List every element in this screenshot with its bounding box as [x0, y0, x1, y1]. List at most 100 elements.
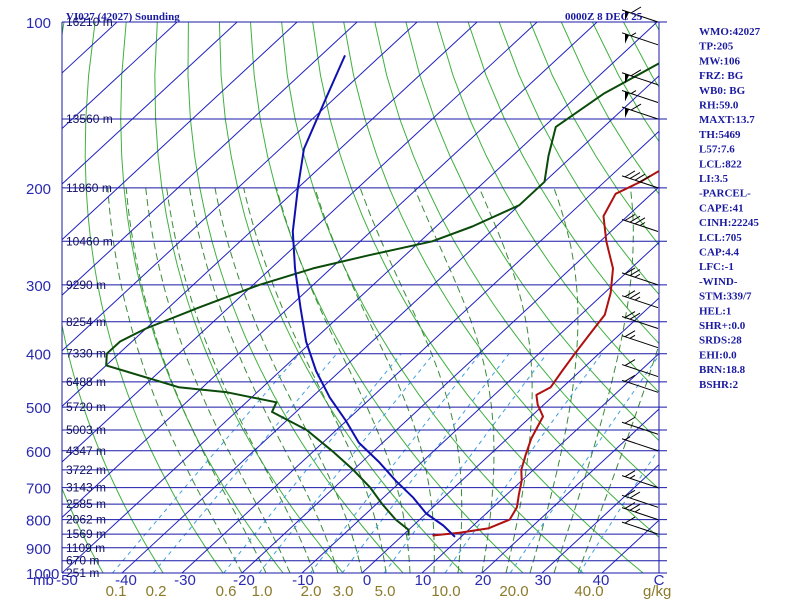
stat-line: RH:59.0 [699, 100, 739, 112]
temperature-tick-label: 40 [593, 572, 610, 589]
wind-barb-feather [624, 516, 636, 524]
wind-barb-feather [624, 489, 636, 497]
wind-barb [621, 6, 659, 23]
wind-barb [621, 170, 659, 189]
wind-barb [621, 489, 659, 508]
wind-barb [621, 374, 659, 393]
wind-barb-feather [629, 269, 641, 276]
wind-barb-feather [630, 6, 642, 14]
isotherm [62, 22, 298, 241]
wind-barb-staff [621, 475, 659, 489]
isobars [61, 21, 667, 574]
temperature-tick-label: -20 [233, 572, 255, 589]
moist-adiabat [413, 187, 495, 573]
chart-title: VI027 (42027) Sounding [66, 11, 180, 23]
wind-barb-staff [621, 507, 659, 521]
wind-barb-feather [629, 291, 641, 299]
height-label: 3722 m [66, 463, 106, 477]
mixing-ratio-label: 0.6 [216, 583, 237, 600]
wind-barb-staff [621, 9, 659, 23]
isotherm [62, 22, 178, 130]
wind-barb [621, 416, 659, 435]
dry-adiabat [312, 22, 644, 573]
wind-barb-feather [624, 470, 636, 478]
wind-barb-feather [624, 330, 636, 338]
pressure-tick-label: 1000 [26, 566, 59, 583]
dry-adiabat [591, 22, 659, 143]
height-label: 2062 m [66, 513, 106, 527]
moist-adiabat [553, 187, 634, 573]
height-label: 670 m [66, 554, 99, 568]
height-label: 7330 m [66, 347, 106, 361]
stat-line: TP:205 [699, 41, 734, 53]
wind-barb-feather [624, 170, 636, 178]
height-labels: 16210 m 13560 m 11860 m 10460 m 9290 m 8254 m… [66, 15, 113, 580]
mixing-ratio-line [310, 353, 481, 573]
wind-barb-feather [630, 103, 642, 111]
stat-line: -PARCEL- [699, 188, 751, 200]
temperature-tick-label: 20 [475, 572, 492, 589]
stat-line: BSHR:2 [699, 379, 739, 391]
height-label: 5003 m [66, 423, 106, 437]
height-label: 5720 m [66, 400, 106, 414]
height-label: 11860 m [66, 181, 112, 195]
mixing-ratio-label: 40.0 [574, 583, 603, 600]
stat-line: LCL:822 [699, 158, 742, 170]
wind-barbs [621, 6, 659, 535]
mixing-ratio-label: 0.2 [146, 583, 167, 600]
height-label: 9290 m [66, 278, 106, 292]
wind-barb-feather [624, 267, 636, 275]
stats-panel: WMO:42027 TP:205 MW:106 FRZ: BG WB0: BG RH:59… [699, 26, 761, 391]
wind-barb-staff [621, 521, 659, 535]
chart-time: 0000Z 8 DEC 25 [565, 11, 643, 23]
wind-barb-feather [624, 214, 636, 221]
mixing-ratio-label: 20.0 [499, 583, 528, 600]
pressure-tick-label: 200 [26, 181, 51, 198]
stat-line: HEL:1 [699, 305, 731, 317]
mixing-ratio-label: 10.0 [431, 583, 460, 600]
wind-barb [621, 103, 659, 120]
stat-line: SRDS:28 [699, 335, 742, 347]
height-label: 6488 m [66, 375, 106, 389]
height-label: 1109 m [66, 541, 105, 555]
wind-barb-feather [634, 217, 646, 225]
stat-line: -WIND- [699, 276, 738, 288]
dry-adiabat [779, 22, 800, 573]
mixing-ratio-labels: 0.1 0.2 0.6 1.0 2.0 3.0 5.0 10.0 20.0 40.0 [106, 583, 604, 600]
mixing-ratio-line [112, 353, 300, 573]
wind-barb-feather [639, 175, 651, 183]
stat-line: MAXT:13.7 [699, 114, 755, 126]
wind-barb-flag [625, 91, 629, 102]
wind-barb-feather [634, 173, 646, 181]
stat-line: CAP:4.4 [699, 247, 740, 259]
wind-barb-staff [621, 295, 659, 309]
stat-line: FRZ: BG [699, 70, 744, 82]
wind-barb-half [624, 436, 631, 441]
sounding-profiles [105, 54, 659, 538]
isotherm [481, 408, 659, 573]
mixing-ratio-label: 0.1 [106, 583, 127, 600]
wind-barb-feather [630, 69, 642, 77]
isotherm [241, 186, 659, 573]
wind-barb [621, 516, 659, 535]
wind-barb-feather [629, 215, 641, 223]
wind-barb-half [639, 222, 646, 226]
isotherm [541, 463, 659, 573]
wind-barb-feather [624, 374, 636, 382]
wind-barb [621, 90, 659, 103]
wind-barb [621, 436, 659, 452]
stat-line: MW:106 [699, 55, 740, 67]
stat-line: WMO:42027 [699, 26, 761, 38]
height-label: 2585 m [66, 497, 106, 511]
wind-barb-feather [629, 172, 641, 179]
temperature-line [432, 169, 659, 537]
temperature-tick-label: -40 [115, 572, 137, 589]
mixing-ratio-label: 1.0 [252, 583, 273, 600]
pressure-tick-label: 500 [26, 400, 51, 417]
mixing-ratio-unit: g/kg [643, 583, 671, 600]
wind-barb-staff [621, 106, 659, 120]
wind-barb-staff [621, 364, 659, 378]
wind-barb-feather [629, 503, 641, 511]
moist-adiabat [577, 343, 659, 573]
